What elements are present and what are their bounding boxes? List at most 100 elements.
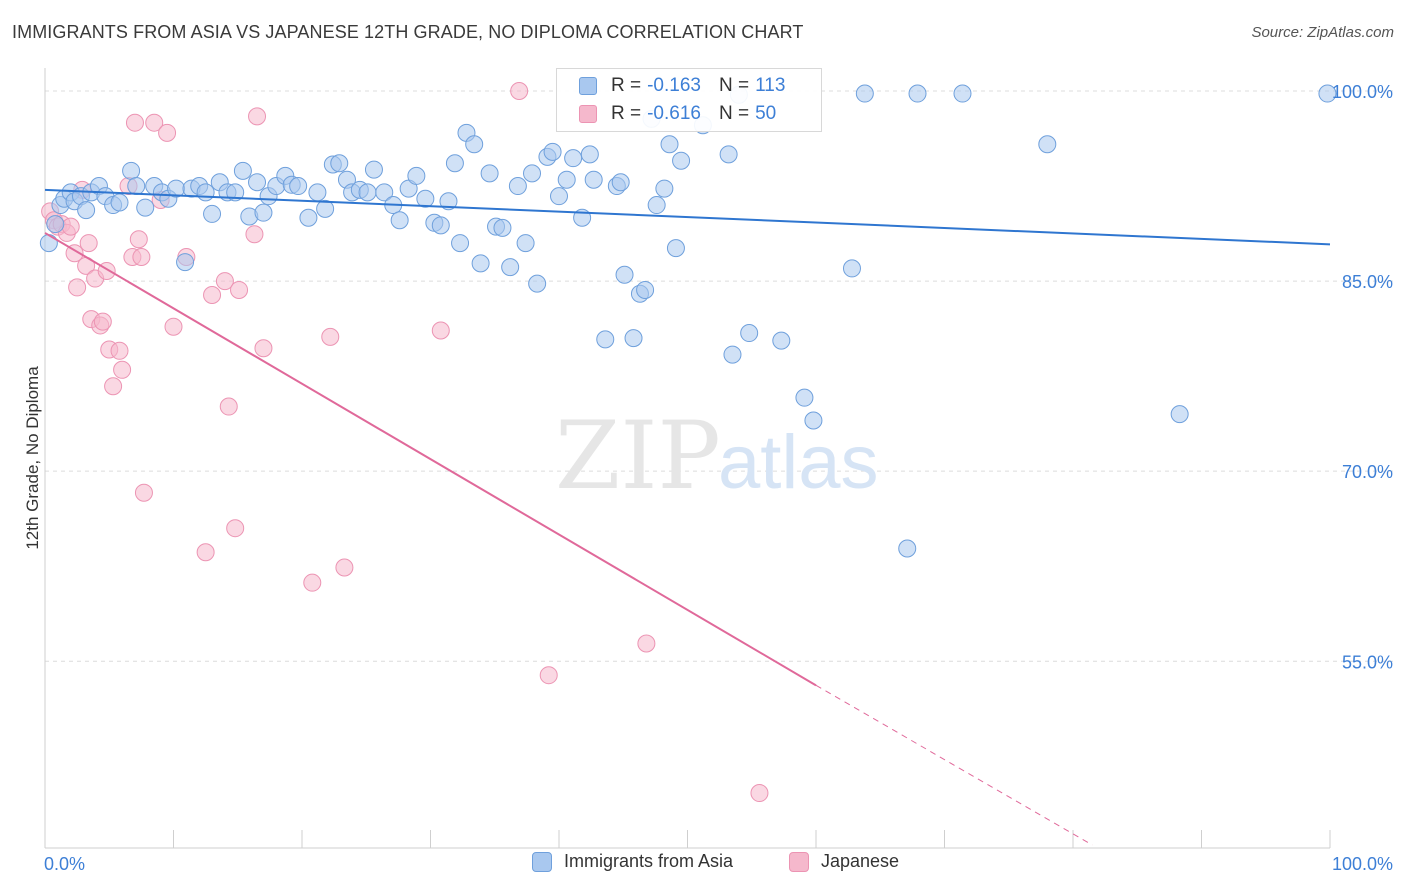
asia-point <box>908 84 927 103</box>
asia-r-value: -0.163 <box>647 75 701 96</box>
legend-item-asia[interactable]: Immigrants from Asia <box>532 851 733 872</box>
asia-trend-line <box>44 188 1331 246</box>
japanese-point <box>65 244 84 263</box>
asia-point <box>655 179 674 198</box>
asia-point <box>254 203 273 222</box>
japanese-point <box>164 317 183 336</box>
asia-point <box>842 259 861 278</box>
asia-point <box>248 173 267 192</box>
asia-r-label: R = <box>611 75 642 96</box>
asia-n-label: N = <box>718 75 750 96</box>
asia-point <box>465 135 484 154</box>
japanese-point <box>61 217 80 236</box>
japanese-point <box>110 341 129 360</box>
y-tick-label: 70.0% <box>1342 462 1393 482</box>
asia-point <box>795 388 814 407</box>
japanese-trend-extension <box>815 684 1093 846</box>
asia-point <box>176 253 195 272</box>
japanese-point <box>230 280 249 299</box>
asia-point <box>330 154 349 173</box>
trend-lines <box>44 188 1331 846</box>
asia-point <box>528 274 547 293</box>
japanese-trend-line <box>44 232 817 687</box>
source-label: Source: ZipAtlas.com <box>1251 24 1394 41</box>
asia-point <box>615 265 634 284</box>
asia-point <box>516 234 535 253</box>
asia-point <box>407 166 426 185</box>
asia-point <box>445 154 464 173</box>
asia-point <box>1318 84 1337 103</box>
legend-japanese-swatch <box>789 851 809 872</box>
asia-point <box>564 149 583 168</box>
asia-point <box>1038 135 1057 154</box>
asia-point <box>636 280 655 299</box>
legend: Immigrants from Asia Japanese <box>0 851 1406 879</box>
y-axis-label: 12th Grade, No Diploma <box>23 366 42 550</box>
asia-point <box>364 160 383 179</box>
japanese-point <box>158 123 177 142</box>
asia-point <box>855 84 874 103</box>
legend-asia-label: Immigrants from Asia <box>564 851 734 871</box>
japanese-point <box>254 339 273 358</box>
asia-point <box>196 183 215 202</box>
asia-point <box>471 254 490 273</box>
asia-point <box>647 196 666 215</box>
asia-point <box>308 183 327 202</box>
japanese-point <box>321 327 340 346</box>
japanese-point <box>125 113 144 132</box>
japanese-point <box>219 397 238 416</box>
asia-point <box>953 84 972 103</box>
japanese-n-value: 50 <box>755 103 777 124</box>
asia-point <box>375 183 394 202</box>
asia-point <box>611 173 630 192</box>
asia-point <box>493 218 512 237</box>
asia-swatch <box>579 77 597 95</box>
japanese-point <box>93 312 112 331</box>
asia-point <box>233 161 252 180</box>
asia-point <box>203 204 222 223</box>
asia-point <box>358 183 377 202</box>
asia-point <box>624 329 643 348</box>
japanese-point <box>145 113 164 132</box>
asia-point <box>289 177 308 196</box>
asia-point <box>550 187 568 206</box>
y-tick-label: 55.0% <box>1342 652 1393 672</box>
watermark-zip: ZIP <box>555 402 721 511</box>
asia-point <box>110 193 129 212</box>
japanese-r-label: R = <box>611 103 642 124</box>
asia-point <box>77 201 96 220</box>
asia-point <box>431 216 450 235</box>
axes <box>44 68 1331 849</box>
asia-point <box>451 234 470 253</box>
asia-point <box>804 411 823 430</box>
legend-item-japanese[interactable]: Japanese <box>789 851 899 872</box>
japanese-point <box>335 558 354 577</box>
y-tick-label: 85.0% <box>1342 272 1393 292</box>
asia-point <box>584 170 603 189</box>
asia-point <box>660 135 679 154</box>
asia-point <box>723 345 742 364</box>
japanese-swatch <box>579 105 597 123</box>
japanese-point <box>539 666 558 685</box>
x-tick-label: 100.0% <box>1332 854 1393 874</box>
japanese-point <box>132 248 151 267</box>
asia-point <box>596 330 615 349</box>
correlation-stats-box: R = -0.163 N = 113 R = -0.616 N = 50 <box>556 68 822 132</box>
stats-row-asia: R = -0.163 N = 113 <box>579 71 785 101</box>
asia-point <box>127 177 146 196</box>
japanese-point <box>129 230 148 249</box>
japanese-point <box>104 377 123 396</box>
asia-point <box>439 192 458 211</box>
japanese-point <box>79 234 98 253</box>
legend-japanese-label: Japanese <box>821 851 900 871</box>
asia-point <box>122 161 141 180</box>
japanese-point <box>196 543 215 562</box>
japanese-point <box>750 784 769 803</box>
asia-point <box>226 183 245 202</box>
asia-point <box>523 164 542 183</box>
japanese-point <box>248 107 267 126</box>
japanese-point <box>113 360 132 379</box>
asia-point <box>543 142 562 161</box>
japanese-point <box>134 483 153 502</box>
